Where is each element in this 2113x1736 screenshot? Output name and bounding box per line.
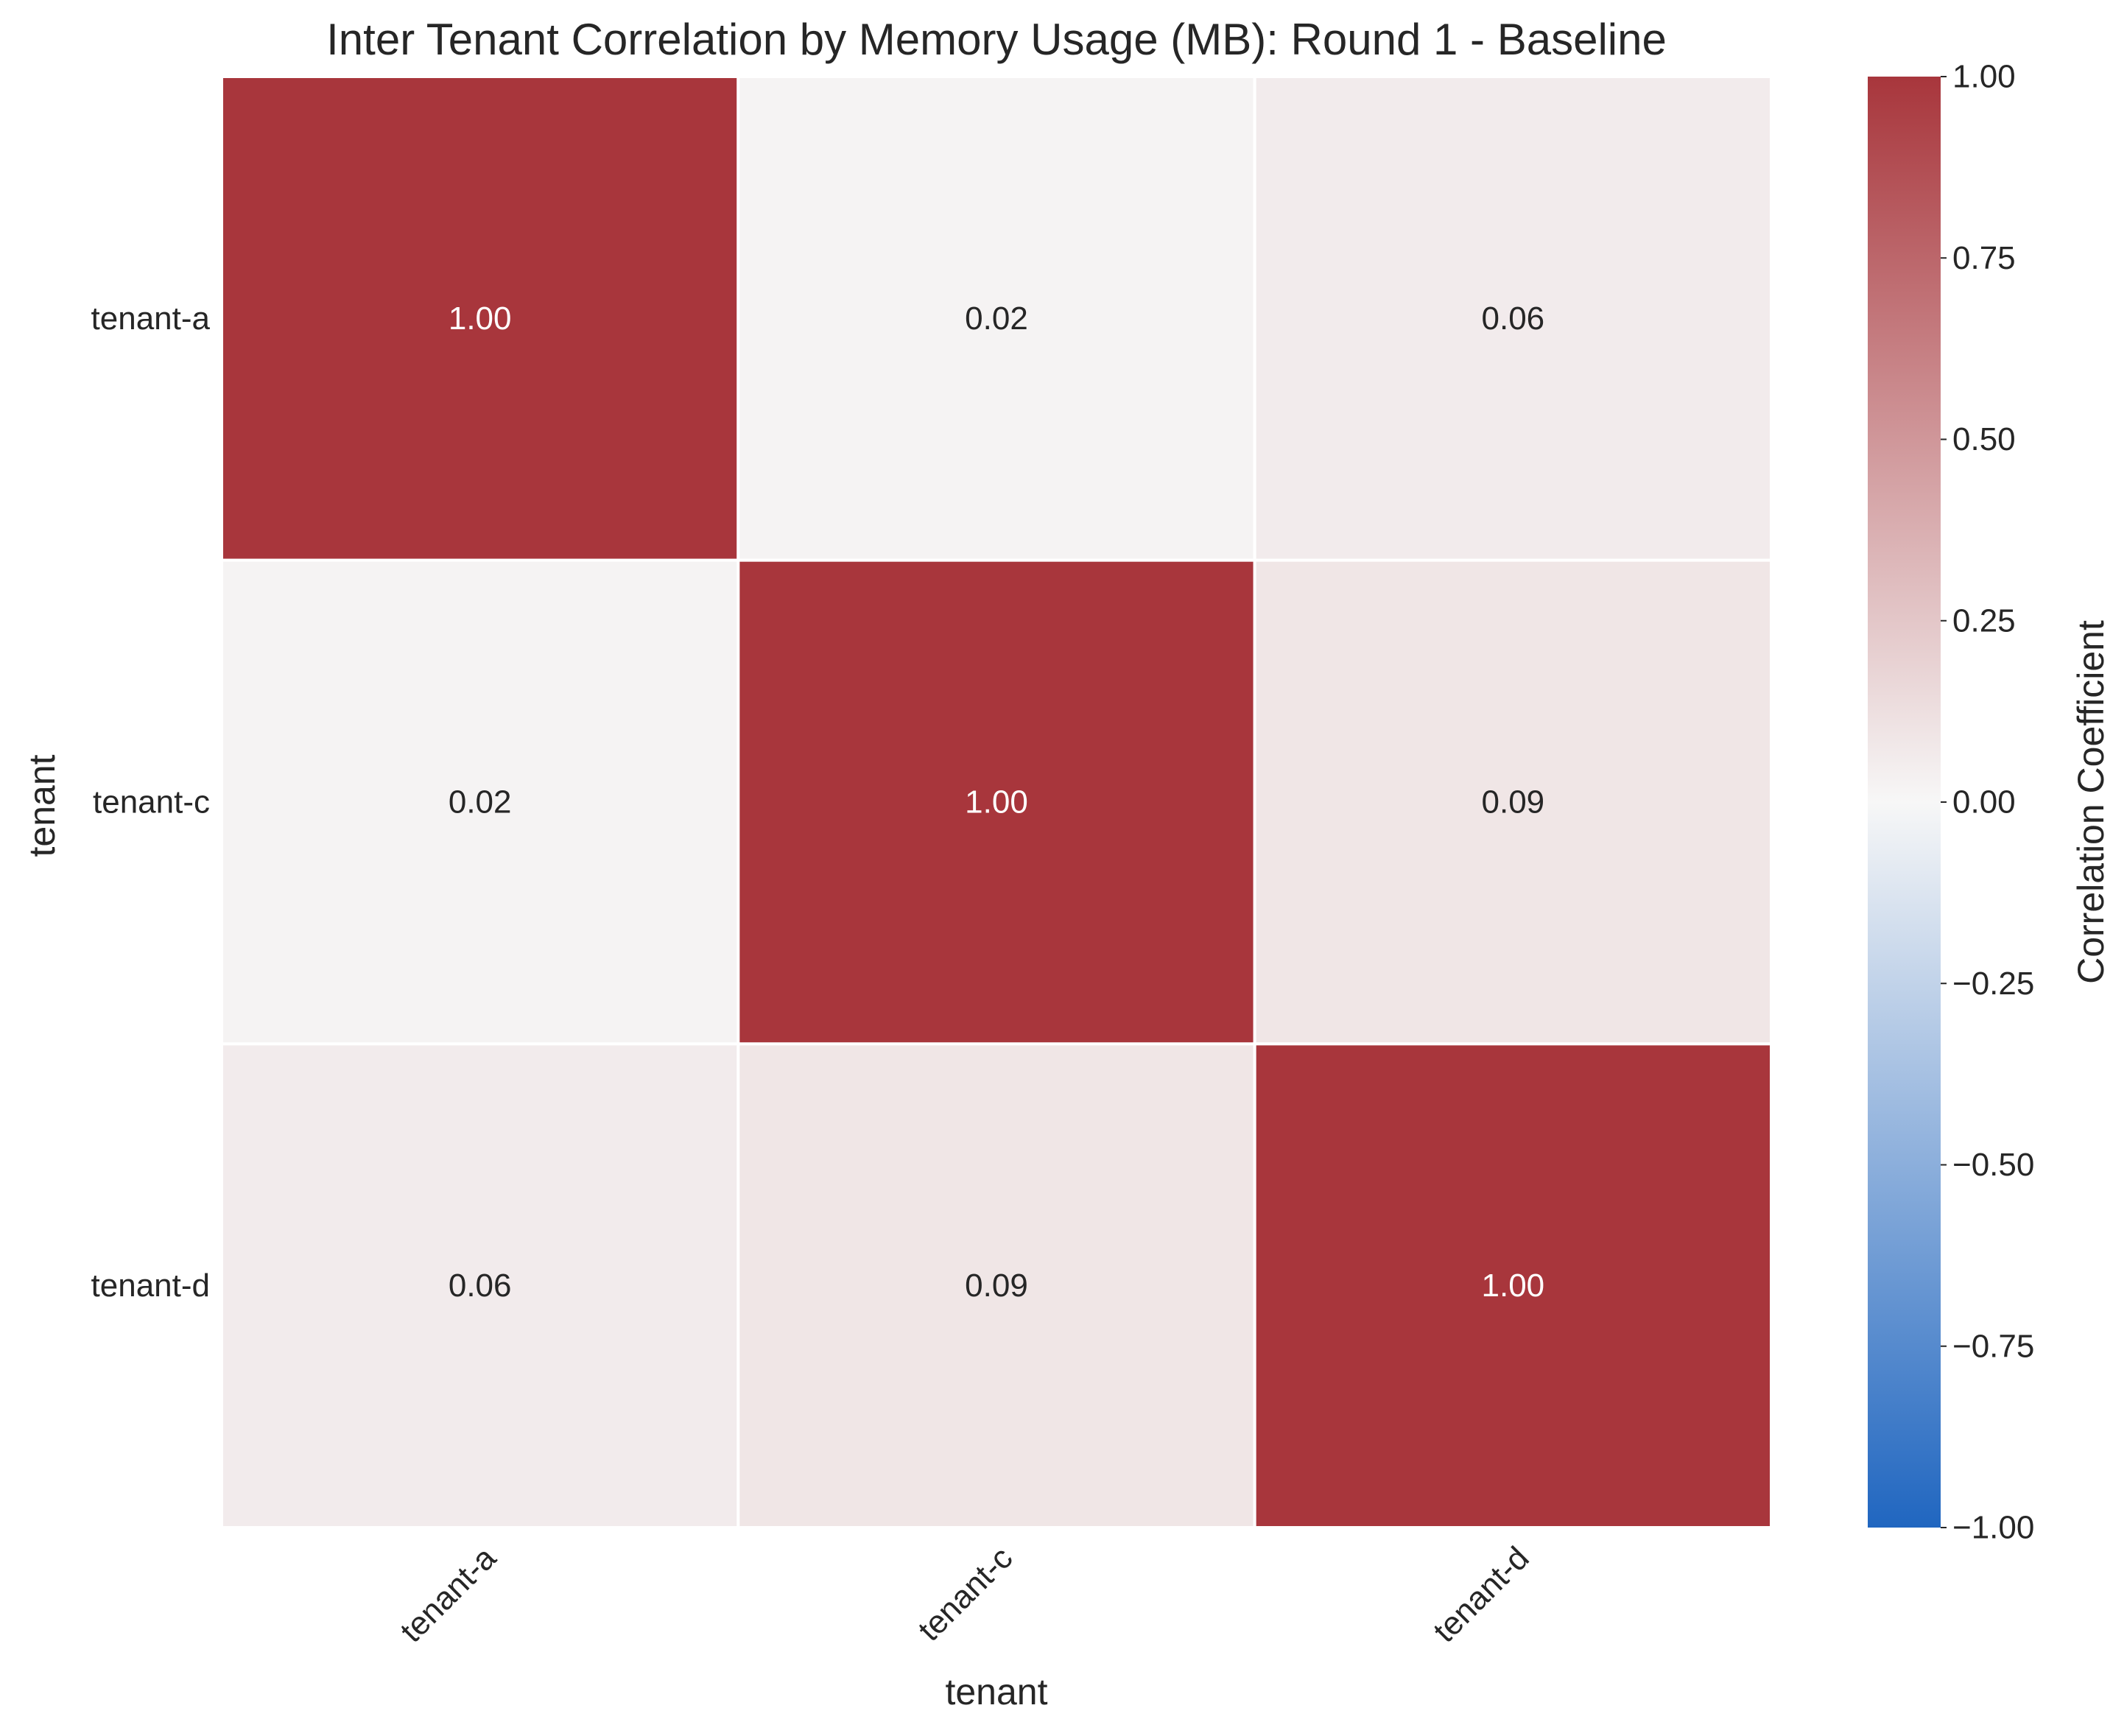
heatmap-cell-tenant-d-tenant-a: [220, 1042, 740, 1530]
heatmap-cell-tenant-c-tenant-d: [1253, 558, 1773, 1046]
colorbar-tick-label: −0.75: [1952, 1328, 2034, 1364]
y-axis-tick-labels: tenant-a tenant-c tenant-d: [91, 301, 211, 1304]
colorbar-tick-label: −1.00: [1952, 1510, 2034, 1546]
colorbar-tick-label: −0.50: [1952, 1147, 2034, 1183]
heatmap-cell-tenant-a-tenant-a: [220, 75, 740, 562]
heatmap-cell-tenant-c-tenant-a: [220, 558, 740, 1046]
y-tick-label: tenant-d: [91, 1268, 210, 1304]
heatmap-cell-tenant-d-tenant-c: [736, 1042, 1256, 1530]
cell-value-label: 0.09: [1482, 784, 1545, 820]
y-tick-label: tenant-c: [93, 784, 210, 820]
heatmap-cell-tenant-a-tenant-c: [736, 75, 1256, 562]
colorbar-tick-label: −0.25: [1952, 966, 2034, 1002]
colorbar-tick-labels: 1.00 0.75 0.50 0.25 0.00 −0.25 −0.50 −0.75 −1.00: [1941, 59, 2034, 1546]
cell-value-label: 1.00: [449, 301, 512, 337]
colorbar-tick-label: 1.00: [1952, 59, 2016, 95]
cell-value-label: 0.09: [965, 1268, 1028, 1304]
colorbar-tick-label: 0.50: [1952, 421, 2016, 457]
y-axis-label: tenant: [21, 754, 63, 857]
colorbar-tick-label: 0.00: [1952, 784, 2016, 820]
colorbar-label: Correlation Coefficient: [2070, 620, 2112, 984]
colorbar: [1868, 77, 1941, 1528]
y-tick-label: tenant-a: [91, 301, 211, 337]
cell-value-label: 1.00: [965, 784, 1028, 820]
cell-value-label: 0.02: [449, 784, 512, 820]
heatmap-cell-tenant-d-tenant-d: [1253, 1042, 1773, 1530]
colorbar-tick-label: 0.75: [1952, 240, 2016, 276]
x-axis-label: tenant: [945, 1671, 1047, 1712]
cell-value-label: 0.02: [965, 301, 1028, 337]
heatmap-cell-tenant-a-tenant-d: [1253, 75, 1773, 562]
cell-value-label: 0.06: [449, 1268, 512, 1304]
cell-value-label: 0.06: [1482, 301, 1545, 337]
heatmap-cells: [220, 75, 1773, 1530]
cell-value-label: 1.00: [1482, 1268, 1545, 1304]
heatmap-cell-labels: 1.00 0.02 0.06 0.02 1.00 0.09 0.06 0.09 1.00: [449, 301, 1544, 1304]
colorbar-tick-label: 0.25: [1952, 602, 2016, 639]
chart-title: Inter Tenant Correlation by Memory Usage…: [326, 15, 1667, 64]
